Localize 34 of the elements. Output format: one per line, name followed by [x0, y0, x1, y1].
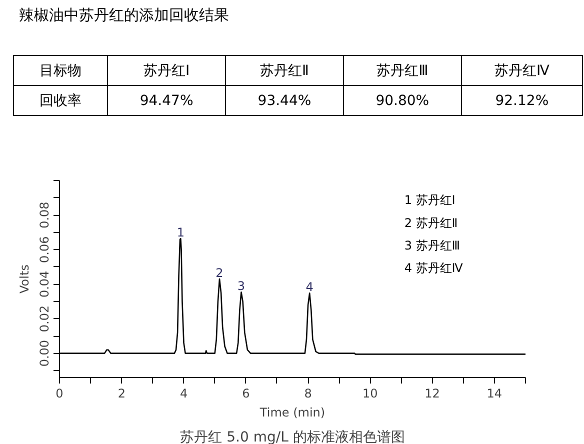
text: 92.12% — [461, 86, 582, 116]
annotation: 2 — [216, 266, 224, 280]
text: 苏丹红Ⅳ — [461, 56, 582, 86]
x-tick-label: 14 — [486, 386, 502, 400]
x-tick-label: 8 — [304, 386, 312, 400]
x-tick-label: 0 — [56, 386, 64, 400]
y-tick-label: 0.04 — [38, 270, 52, 298]
annotation: 4 苏丹红Ⅳ — [404, 261, 463, 276]
annotation: 3 苏丹红Ⅲ — [404, 238, 460, 253]
annotation: 4 — [306, 280, 314, 294]
text: 90.80% — [343, 86, 462, 116]
text: 辣椒油中苏丹红的添加回收结果 — [18, 5, 229, 26]
y-tick-label: 0.02 — [38, 305, 52, 332]
x-tick-label: 4 — [180, 386, 188, 400]
x-tick-label: 10 — [362, 386, 378, 400]
x-tick-label: 6 — [242, 386, 250, 400]
text: 苏丹红Ⅲ — [343, 56, 462, 86]
text: 目标物 — [14, 56, 108, 86]
y-tick-label: 0.06 — [38, 236, 52, 263]
annotation: 3 — [237, 279, 246, 294]
y-tick-label: 0.00 — [38, 340, 52, 367]
x-axis-title: Time (min) — [258, 406, 326, 420]
x-tick-label: 2 — [118, 386, 126, 400]
text: 苏丹红Ⅰ — [108, 56, 226, 86]
annotation: 2 苏丹红Ⅱ — [404, 216, 458, 230]
x-tick-label: 12 — [424, 386, 440, 400]
text: 94.47% — [108, 86, 226, 116]
y-tick-label: 0.08 — [38, 202, 52, 228]
text: 苏丹红Ⅱ — [226, 56, 344, 86]
text: 93.44% — [226, 86, 344, 116]
y-axis-title: Volts — [18, 264, 32, 294]
text: 回收率 — [14, 86, 108, 116]
annotation: 1 — [176, 226, 184, 240]
annotation: 1 苏丹红Ⅰ — [404, 193, 456, 208]
